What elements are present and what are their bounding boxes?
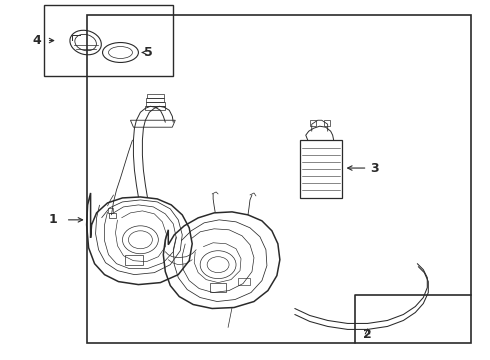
Bar	[146, 106, 165, 110]
Bar	[300, 140, 342, 198]
Bar	[210, 283, 226, 292]
Text: 2: 2	[363, 328, 372, 341]
Bar	[108, 213, 117, 218]
Bar	[238, 278, 250, 285]
Text: 4: 4	[32, 34, 41, 47]
Bar	[147, 94, 164, 98]
Bar	[87, 15, 471, 343]
Bar	[310, 120, 316, 126]
Bar	[147, 102, 165, 106]
Text: 3: 3	[370, 162, 379, 175]
Bar	[44, 5, 173, 76]
Bar	[147, 98, 164, 102]
Text: 1: 1	[49, 213, 57, 226]
Bar	[324, 120, 330, 126]
Text: 5: 5	[144, 46, 153, 59]
Bar	[125, 255, 144, 265]
Bar	[107, 208, 113, 213]
